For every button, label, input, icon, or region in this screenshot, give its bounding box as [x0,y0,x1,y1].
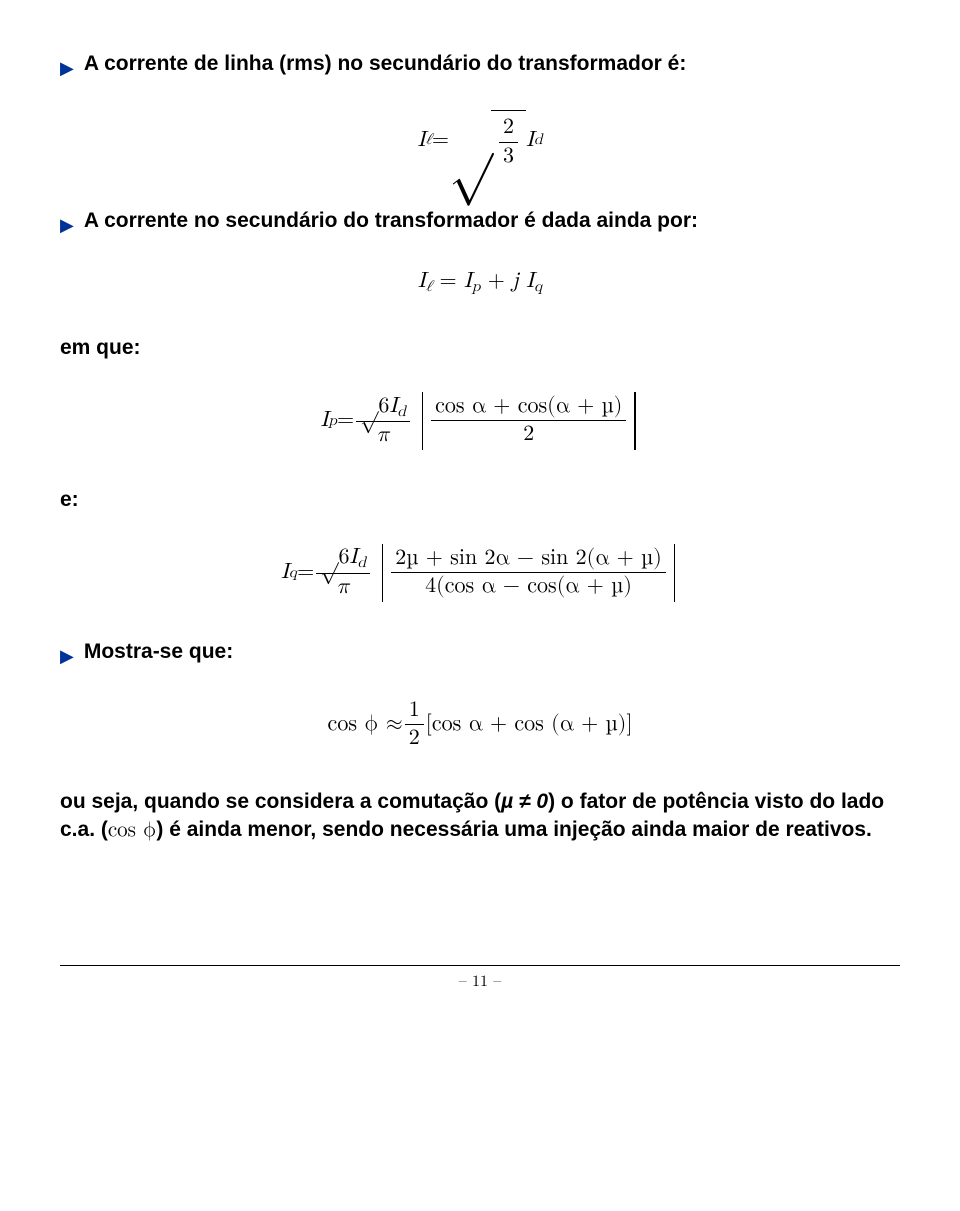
label-e: e: [60,486,900,514]
page-footer: – 11 – [60,965,900,994]
bullet-2-text: A corrente no secundário do transformado… [84,207,698,235]
bullet-3-text: Mostra-se que: [84,638,233,666]
equation-4: Iq = √6Id π 2µ + sin 2α − sin 2(α + µ) 4… [60,544,900,602]
bullet-icon: ▶ [60,644,74,668]
bullet-4: ou seja, quando se considera a comutação… [60,788,900,846]
label-em-que: em que: [60,334,900,362]
bullet-icon: ▶ [60,56,74,80]
equation-3: Ip = √6Id π cos α + cos(α + µ) 2 [60,392,900,450]
bullet-2: ▶ A corrente no secundário do transforma… [60,207,900,237]
equation-5: cos ϕ ≈ 1 2 [cos α + cos (α + µ)] [60,698,900,752]
bullet-3: ▶ Mostra-se que: [60,638,900,668]
bullet-1: ▶ A corrente de linha (rms) no secundári… [60,50,900,80]
equation-2: Iℓ = Ip + j Iq [60,267,900,298]
equation-1: Iℓ = √ 2 3 Id [60,110,900,171]
page-number: – 11 – [459,974,502,990]
bullet-1-text: A corrente de linha (rms) no secundário … [84,50,687,78]
bullet-icon: ▶ [60,213,74,237]
